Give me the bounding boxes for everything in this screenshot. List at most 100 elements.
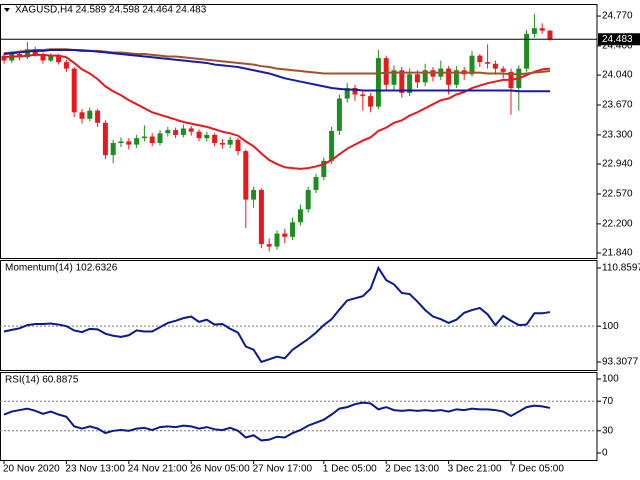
candle-body — [399, 70, 405, 93]
candle-body — [547, 30, 553, 40]
candle-body — [24, 49, 30, 58]
candle-body — [477, 55, 483, 63]
candle-body — [531, 28, 537, 34]
x-tick-label: 26 Nov 05:00 — [190, 464, 250, 475]
x-tick-label: 27 Nov 17:00 — [253, 464, 313, 475]
candle-body — [219, 143, 225, 145]
pane-frame — [0, 372, 598, 461]
candle-body — [48, 55, 54, 61]
candle-body — [453, 70, 459, 85]
candle-body — [524, 33, 530, 69]
candle-body — [71, 68, 77, 113]
x-tick-label: 3 Dec 21:00 — [448, 464, 502, 475]
candle-body — [235, 139, 241, 152]
pane-title: RSI(14) 60.8875 — [5, 375, 79, 386]
candle-body — [360, 94, 366, 97]
indicator-line — [3, 265, 551, 364]
indicator-line — [3, 49, 550, 93]
last-price-label: 24.483 — [602, 34, 633, 45]
candle-body — [344, 88, 350, 99]
pane-frame — [0, 4, 598, 259]
y-tick-label: 21.840 — [602, 248, 633, 259]
candle-body — [313, 176, 319, 190]
candle-body — [141, 136, 147, 139]
candle-body — [157, 133, 163, 144]
menu-icon — [4, 8, 10, 12]
candle-body — [110, 143, 116, 156]
x-tick-label: 20 Nov 2020 — [3, 464, 60, 475]
candle-body — [368, 96, 374, 107]
candle-body — [407, 74, 413, 93]
candle-body — [188, 128, 194, 132]
candle-body — [251, 189, 257, 200]
pane-title: Momentum(14) 102.6326 — [5, 263, 118, 274]
pane-frame — [0, 260, 598, 371]
candle-body — [258, 189, 264, 245]
candle-body — [196, 131, 202, 139]
candle-body — [391, 70, 397, 85]
y-tick-label: 22.940 — [602, 159, 633, 170]
last-price-box — [598, 33, 640, 46]
candle-body — [375, 58, 381, 107]
candle-body — [329, 130, 335, 161]
candle-body — [492, 63, 498, 69]
y-tick-label: 24.040 — [602, 70, 633, 81]
candle-body — [290, 222, 296, 237]
y-tick-label: 22.570 — [602, 189, 633, 200]
candle-body — [243, 151, 249, 200]
y-tick-label: 100 — [602, 374, 619, 385]
candle-body — [336, 98, 342, 131]
candle-body — [126, 141, 132, 145]
candle-body — [134, 138, 140, 145]
candle-body — [414, 74, 420, 83]
chart-title: XAGUSD,H4 24.589 24.598 24.464 24.483 — [15, 5, 207, 16]
candle-body — [266, 244, 272, 247]
indicator-line — [3, 53, 551, 170]
y-tick-label: 93.3077 — [602, 357, 639, 368]
candle-body — [422, 70, 428, 83]
candle-body — [63, 62, 69, 69]
candle-body — [212, 134, 218, 144]
candle-body — [446, 68, 452, 85]
candle-body — [204, 134, 210, 139]
candle-body — [305, 189, 311, 210]
indicator-line — [3, 401, 551, 442]
candle-body — [274, 233, 280, 247]
candle-body — [282, 233, 288, 237]
x-tick-label: 23 Nov 13:00 — [65, 464, 125, 475]
x-tick-label: 7 Dec 05:00 — [510, 464, 564, 475]
y-tick-label: 70 — [602, 396, 614, 407]
candle-body — [118, 141, 124, 144]
candle-body — [40, 54, 46, 61]
y-tick-label: 110.8597 — [602, 263, 640, 274]
y-tick-label: 24.400 — [602, 41, 633, 52]
y-tick-label: 0 — [602, 448, 608, 459]
y-tick-label: 24.770 — [602, 11, 633, 22]
y-tick-label: 23.300 — [602, 130, 633, 141]
x-tick-label: 1 Dec 05:00 — [323, 464, 377, 475]
candle-body — [1, 55, 7, 61]
candle-body — [321, 160, 327, 177]
candle-body — [352, 88, 358, 95]
candle-body — [227, 139, 233, 145]
candle-body — [102, 122, 108, 156]
x-tick-label: 24 Nov 21:00 — [128, 464, 188, 475]
candle-body — [149, 136, 155, 144]
candle-body — [485, 62, 491, 64]
candle-body — [180, 128, 186, 135]
x-tick-label: 2 Dec 13:00 — [385, 464, 439, 475]
candle-body — [469, 55, 475, 75]
y-tick-label: 100 — [602, 321, 619, 332]
candle-body — [383, 58, 389, 85]
candle-body — [297, 209, 303, 223]
candle-body — [165, 130, 171, 134]
y-tick-label: 23.670 — [602, 100, 633, 111]
candle-body — [95, 110, 101, 123]
candle-body — [173, 130, 179, 135]
y-tick-label: 30 — [602, 425, 614, 436]
candle-body — [500, 68, 506, 72]
candle-body — [79, 112, 85, 119]
y-tick-label: 22.200 — [602, 219, 633, 230]
candle-body — [539, 28, 545, 31]
